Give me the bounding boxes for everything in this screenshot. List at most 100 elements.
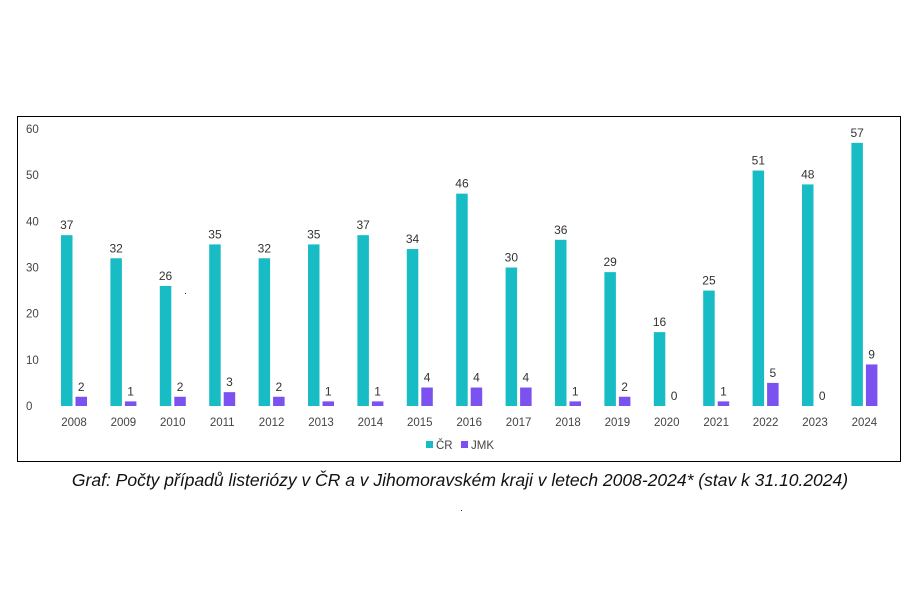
- data-label-jmk: 1: [720, 384, 727, 398]
- bar-cr: [752, 170, 765, 406]
- bar-jmk: [421, 387, 433, 406]
- data-label-cr: 25: [702, 274, 716, 288]
- x-tick-label: 2013: [308, 417, 334, 429]
- y-tick-label: 40: [26, 216, 39, 228]
- data-label-jmk: 0: [671, 389, 678, 403]
- stray-dot: [461, 510, 462, 511]
- data-label-cr: 48: [801, 167, 815, 181]
- chart-caption: Graf: Počty případů listeriózy v ČR a v …: [71, 470, 849, 490]
- bar-cr: [456, 193, 468, 406]
- stray-dot: [185, 293, 186, 294]
- x-tick-label: 2019: [605, 417, 631, 429]
- legend-swatch-cr: [426, 441, 433, 448]
- data-label-jmk: 2: [78, 380, 85, 394]
- y-tick-label: 50: [26, 170, 39, 182]
- bar-jmk: [520, 387, 532, 406]
- data-label-cr: 35: [208, 227, 222, 241]
- bar-jmk: [124, 401, 137, 406]
- data-label-cr: 37: [356, 218, 370, 232]
- y-tick-label: 0: [26, 401, 32, 413]
- bar-cr: [159, 285, 172, 406]
- data-label-cr: 29: [603, 255, 617, 269]
- bar-cr: [555, 239, 567, 406]
- bar-jmk: [223, 392, 236, 406]
- x-tick-label: 2021: [703, 417, 729, 429]
- x-tick-label: 2014: [358, 417, 384, 429]
- bar-cr: [406, 249, 419, 406]
- data-label-jmk: 1: [572, 384, 579, 398]
- data-label-cr: 37: [60, 218, 74, 232]
- x-tick-label: 2023: [802, 417, 828, 429]
- bar-jmk: [322, 401, 334, 406]
- bar-cr: [653, 332, 666, 406]
- bar-cr: [505, 267, 518, 406]
- data-label-jmk: 4: [424, 371, 431, 385]
- bar-jmk: [371, 401, 384, 406]
- legend-swatch-jmk: [461, 441, 468, 448]
- x-tick-label: 2015: [407, 417, 433, 429]
- bar-jmk: [569, 401, 581, 406]
- x-tick-label: 2018: [555, 417, 581, 429]
- data-label-jmk: 1: [325, 384, 332, 398]
- x-tick-label: 2008: [61, 417, 87, 429]
- x-tick-label: 2009: [111, 417, 137, 429]
- x-tick-label: 2010: [160, 417, 186, 429]
- bar-cr: [851, 142, 863, 406]
- bar-jmk: [174, 396, 186, 406]
- bar-cr: [357, 235, 369, 406]
- x-tick-label: 2016: [456, 417, 482, 429]
- data-label-jmk: 1: [374, 384, 381, 398]
- data-label-jmk: 4: [523, 371, 530, 385]
- x-tick-label: 2011: [210, 417, 235, 429]
- bar-jmk: [618, 396, 631, 406]
- x-tick-label: 2012: [259, 417, 285, 429]
- data-label-jmk: 5: [770, 366, 777, 380]
- bar-cr: [604, 272, 616, 406]
- bar-jmk: [470, 387, 483, 406]
- bar-cr: [110, 258, 122, 406]
- x-axis: 2008 2009 2010 2011 2012 2013 2014 2015 2016 2017…: [61, 417, 878, 429]
- data-label-cr: 16: [653, 315, 667, 329]
- bar-jmk: [273, 396, 285, 406]
- data-label-jmk: 9: [868, 347, 875, 361]
- data-label-jmk: 2: [621, 380, 628, 394]
- data-label-cr: 32: [109, 241, 123, 255]
- data-label-jmk: 2: [276, 380, 283, 394]
- y-tick-label: 60: [26, 124, 39, 136]
- y-tick-label: 10: [26, 355, 39, 367]
- bar-cr: [258, 258, 271, 406]
- bar-cr: [308, 244, 320, 406]
- bar-jmk: [717, 401, 730, 406]
- bar-jmk: [767, 382, 779, 406]
- data-label-jmk: 3: [226, 375, 233, 389]
- data-label-jmk: 0: [819, 389, 826, 403]
- data-label-jmk: 4: [473, 371, 480, 385]
- y-tick-label: 20: [26, 309, 39, 321]
- data-label-cr: 34: [406, 232, 420, 246]
- data-label-cr: 35: [307, 227, 321, 241]
- bar-jmk: [865, 364, 878, 406]
- data-label-cr: 57: [850, 126, 864, 140]
- bar-cr: [802, 184, 814, 406]
- bar-jmk: [75, 396, 87, 406]
- x-tick-label: 2017: [506, 417, 532, 429]
- data-label-cr: 46: [455, 177, 469, 191]
- legend-label-jmk: JMK: [471, 440, 494, 452]
- data-label-cr: 36: [554, 223, 568, 237]
- data-label-cr: 51: [752, 154, 766, 168]
- x-tick-label: 2020: [654, 417, 680, 429]
- bar-cr: [703, 290, 715, 406]
- bar-cr: [209, 244, 221, 406]
- x-tick-label: 2024: [852, 417, 878, 429]
- legend-label-cr: ČR: [436, 439, 453, 452]
- data-label-cr: 26: [159, 269, 173, 283]
- x-tick-label: 2022: [753, 417, 779, 429]
- bar-cr: [61, 235, 73, 406]
- legend: ČR JMK: [426, 439, 494, 452]
- data-label-jmk: 2: [177, 380, 184, 394]
- data-label-cr: 30: [505, 251, 519, 265]
- data-label-jmk: 1: [127, 384, 134, 398]
- bars: 37 2 32 1 26 2 35 3 32 2 35 1 37 1 34 4 46 4 30 4 36 1 29 2 16 0 2…: [60, 126, 878, 406]
- y-axis: 0 10 20 30 40 50 60: [26, 124, 39, 413]
